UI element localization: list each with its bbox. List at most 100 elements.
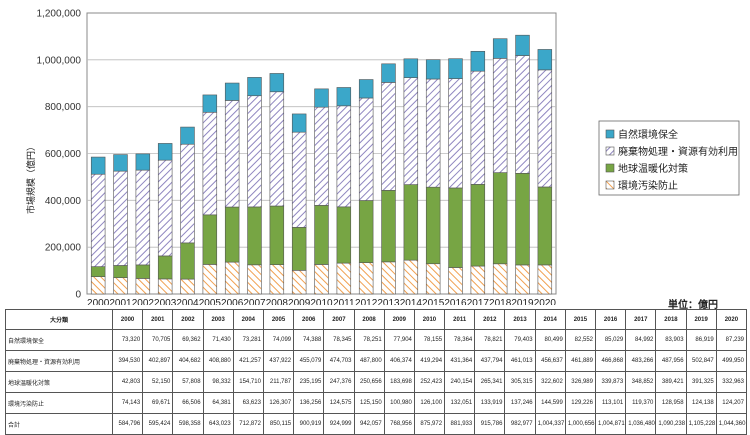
x-tick-label: 2013 (377, 298, 400, 305)
bar-warming-2011 (336, 206, 352, 264)
table-cell: 466,868 (594, 350, 627, 372)
y-tick-label: 1,200,000 (37, 9, 82, 20)
table-cell: 461,013 (504, 350, 536, 372)
bar-nature-2018 (492, 38, 508, 59)
y-tick-label: 200,000 (45, 243, 82, 254)
table-header-year: 2007 (323, 309, 355, 330)
bar-warming-2012 (358, 200, 374, 263)
table-header-year: 2008 (353, 309, 385, 330)
table-cell: 305,315 (504, 371, 536, 393)
bar-warming-2013 (381, 190, 396, 263)
bar-pollution-2012 (358, 262, 374, 295)
table-header-year: 2004 (232, 309, 264, 330)
table-cell: 154,710 (232, 371, 264, 393)
x-tick-label: 2018 (489, 298, 512, 305)
x-tick-label: 2011 (333, 298, 355, 305)
table-cell: 402,897 (142, 350, 174, 372)
stacked-bar-chart: 0 200,000 400,000 600,000 800,000 1,000,000 1,… (25, 9, 740, 305)
bar-nature-2007 (247, 77, 262, 97)
x-tick-label: 2003 (154, 298, 177, 305)
bar-waste-2012 (358, 97, 374, 201)
table-cell: 584,796 (111, 413, 144, 435)
table-cell: 502,847 (685, 350, 717, 372)
bar-warming-2019 (515, 172, 530, 266)
table-cell: 125,150 (353, 392, 385, 414)
bar-waste-2019 (515, 55, 530, 174)
bar-pollution-2003 (157, 278, 173, 295)
bar-nature-2015 (425, 59, 441, 80)
table-cell: 124,138 (685, 392, 717, 414)
table-cell: 82,552 (564, 329, 597, 351)
table-row: 自然環境保全 73,320 70,705 69,362 71,430 73,281 74,0… (5, 329, 748, 351)
table-cell: 598,358 (172, 413, 204, 435)
x-tick-label: 2006 (221, 298, 244, 305)
plot-area: 0 200,000 400,000 600,000 800,000 1,000,000 1,… (37, 9, 557, 305)
bar-waste-2004 (180, 143, 195, 244)
table-cell: 64,381 (202, 392, 234, 414)
bar-pollution-2001 (113, 277, 128, 295)
bar-warming-2015 (425, 186, 441, 265)
bar-nature-2000 (90, 156, 106, 175)
table-header-year: 2000 (111, 309, 144, 330)
table-cell: 86,919 (685, 329, 717, 351)
table-header-row: 大分類 2000 2001 2002 2003 2004 2005 2006 2007 2008 2… (5, 309, 748, 330)
table-cell: 326,989 (564, 371, 597, 393)
table-cell: 768,956 (383, 413, 415, 435)
legend-swatch-nature (605, 129, 615, 139)
table-cell: 78,345 (323, 329, 355, 351)
bar-waste-2010 (314, 106, 329, 206)
table-cell: 132,051 (444, 392, 476, 414)
table-cell: 57,808 (172, 371, 204, 393)
table-cell: 77,904 (383, 329, 415, 351)
table-cell: 66,506 (172, 392, 204, 414)
bar-waste-2013 (381, 82, 396, 191)
table-cell: 144,599 (534, 392, 566, 414)
table-header-year: 2005 (262, 309, 295, 330)
table-header-year: 2017 (625, 309, 657, 330)
table-cell: 129,226 (564, 392, 597, 414)
table-cell: 474,703 (323, 350, 355, 372)
bar-waste-2003 (157, 159, 173, 257)
bar-warming-2006 (224, 206, 240, 263)
bar-waste-2001 (113, 170, 128, 266)
table-row: 地球温暖化対策 42,803 52,150 57,808 98,332 154,710 21… (5, 371, 748, 393)
bar-warming-2014 (403, 184, 419, 261)
table-cell: 74,388 (293, 329, 325, 351)
table-cell: 595,424 (142, 413, 174, 435)
table-cell: 322,602 (534, 371, 566, 393)
table-cell: 52,150 (142, 371, 174, 393)
x-tick-label: 2005 (199, 298, 222, 305)
bar-waste-2007 (247, 95, 262, 208)
bar-pollution-2018 (492, 263, 508, 295)
table-cell: 63,623 (232, 392, 264, 414)
legend-label-waste: 廃棄物処理・資源有効利用 (618, 145, 738, 158)
table-cell: 431,364 (444, 350, 476, 372)
table-cell: 133,919 (474, 392, 506, 414)
table-cell: 1,105,228 (685, 413, 717, 435)
table-cell: 1,004,871 (594, 413, 627, 435)
table-header-year: 2019 (685, 309, 717, 330)
table-header-year: 2001 (142, 309, 174, 330)
bar-pollution-2020 (537, 264, 553, 295)
x-tick-label: 2010 (310, 298, 333, 305)
bar-nature-2001 (113, 154, 128, 172)
bar-pollution-2019 (515, 264, 530, 295)
bar-nature-2011 (336, 87, 352, 107)
table-cell: 78,251 (353, 329, 385, 351)
table-cell: 900,919 (293, 413, 325, 435)
x-tick-label: 2002 (132, 298, 155, 305)
table-cell: 211,787 (262, 371, 295, 393)
table-cell: 461,889 (564, 350, 597, 372)
bar-warming-2004 (180, 242, 195, 280)
table-header-category: 大分類 (5, 309, 113, 330)
table-cell: 437,922 (262, 350, 295, 372)
bar-waste-2016 (448, 78, 463, 189)
table-cell: 80,499 (534, 329, 566, 351)
table-cell: 84,992 (625, 329, 657, 351)
bar-pollution-2008 (269, 264, 285, 295)
table-row: 廃棄物処理・資源有効利用 394,530 402,897 404,682 408,880… (5, 350, 748, 372)
y-tick-label: 0 (75, 290, 81, 301)
bar-waste-2020 (537, 69, 553, 188)
bar-warming-2002 (135, 264, 151, 279)
